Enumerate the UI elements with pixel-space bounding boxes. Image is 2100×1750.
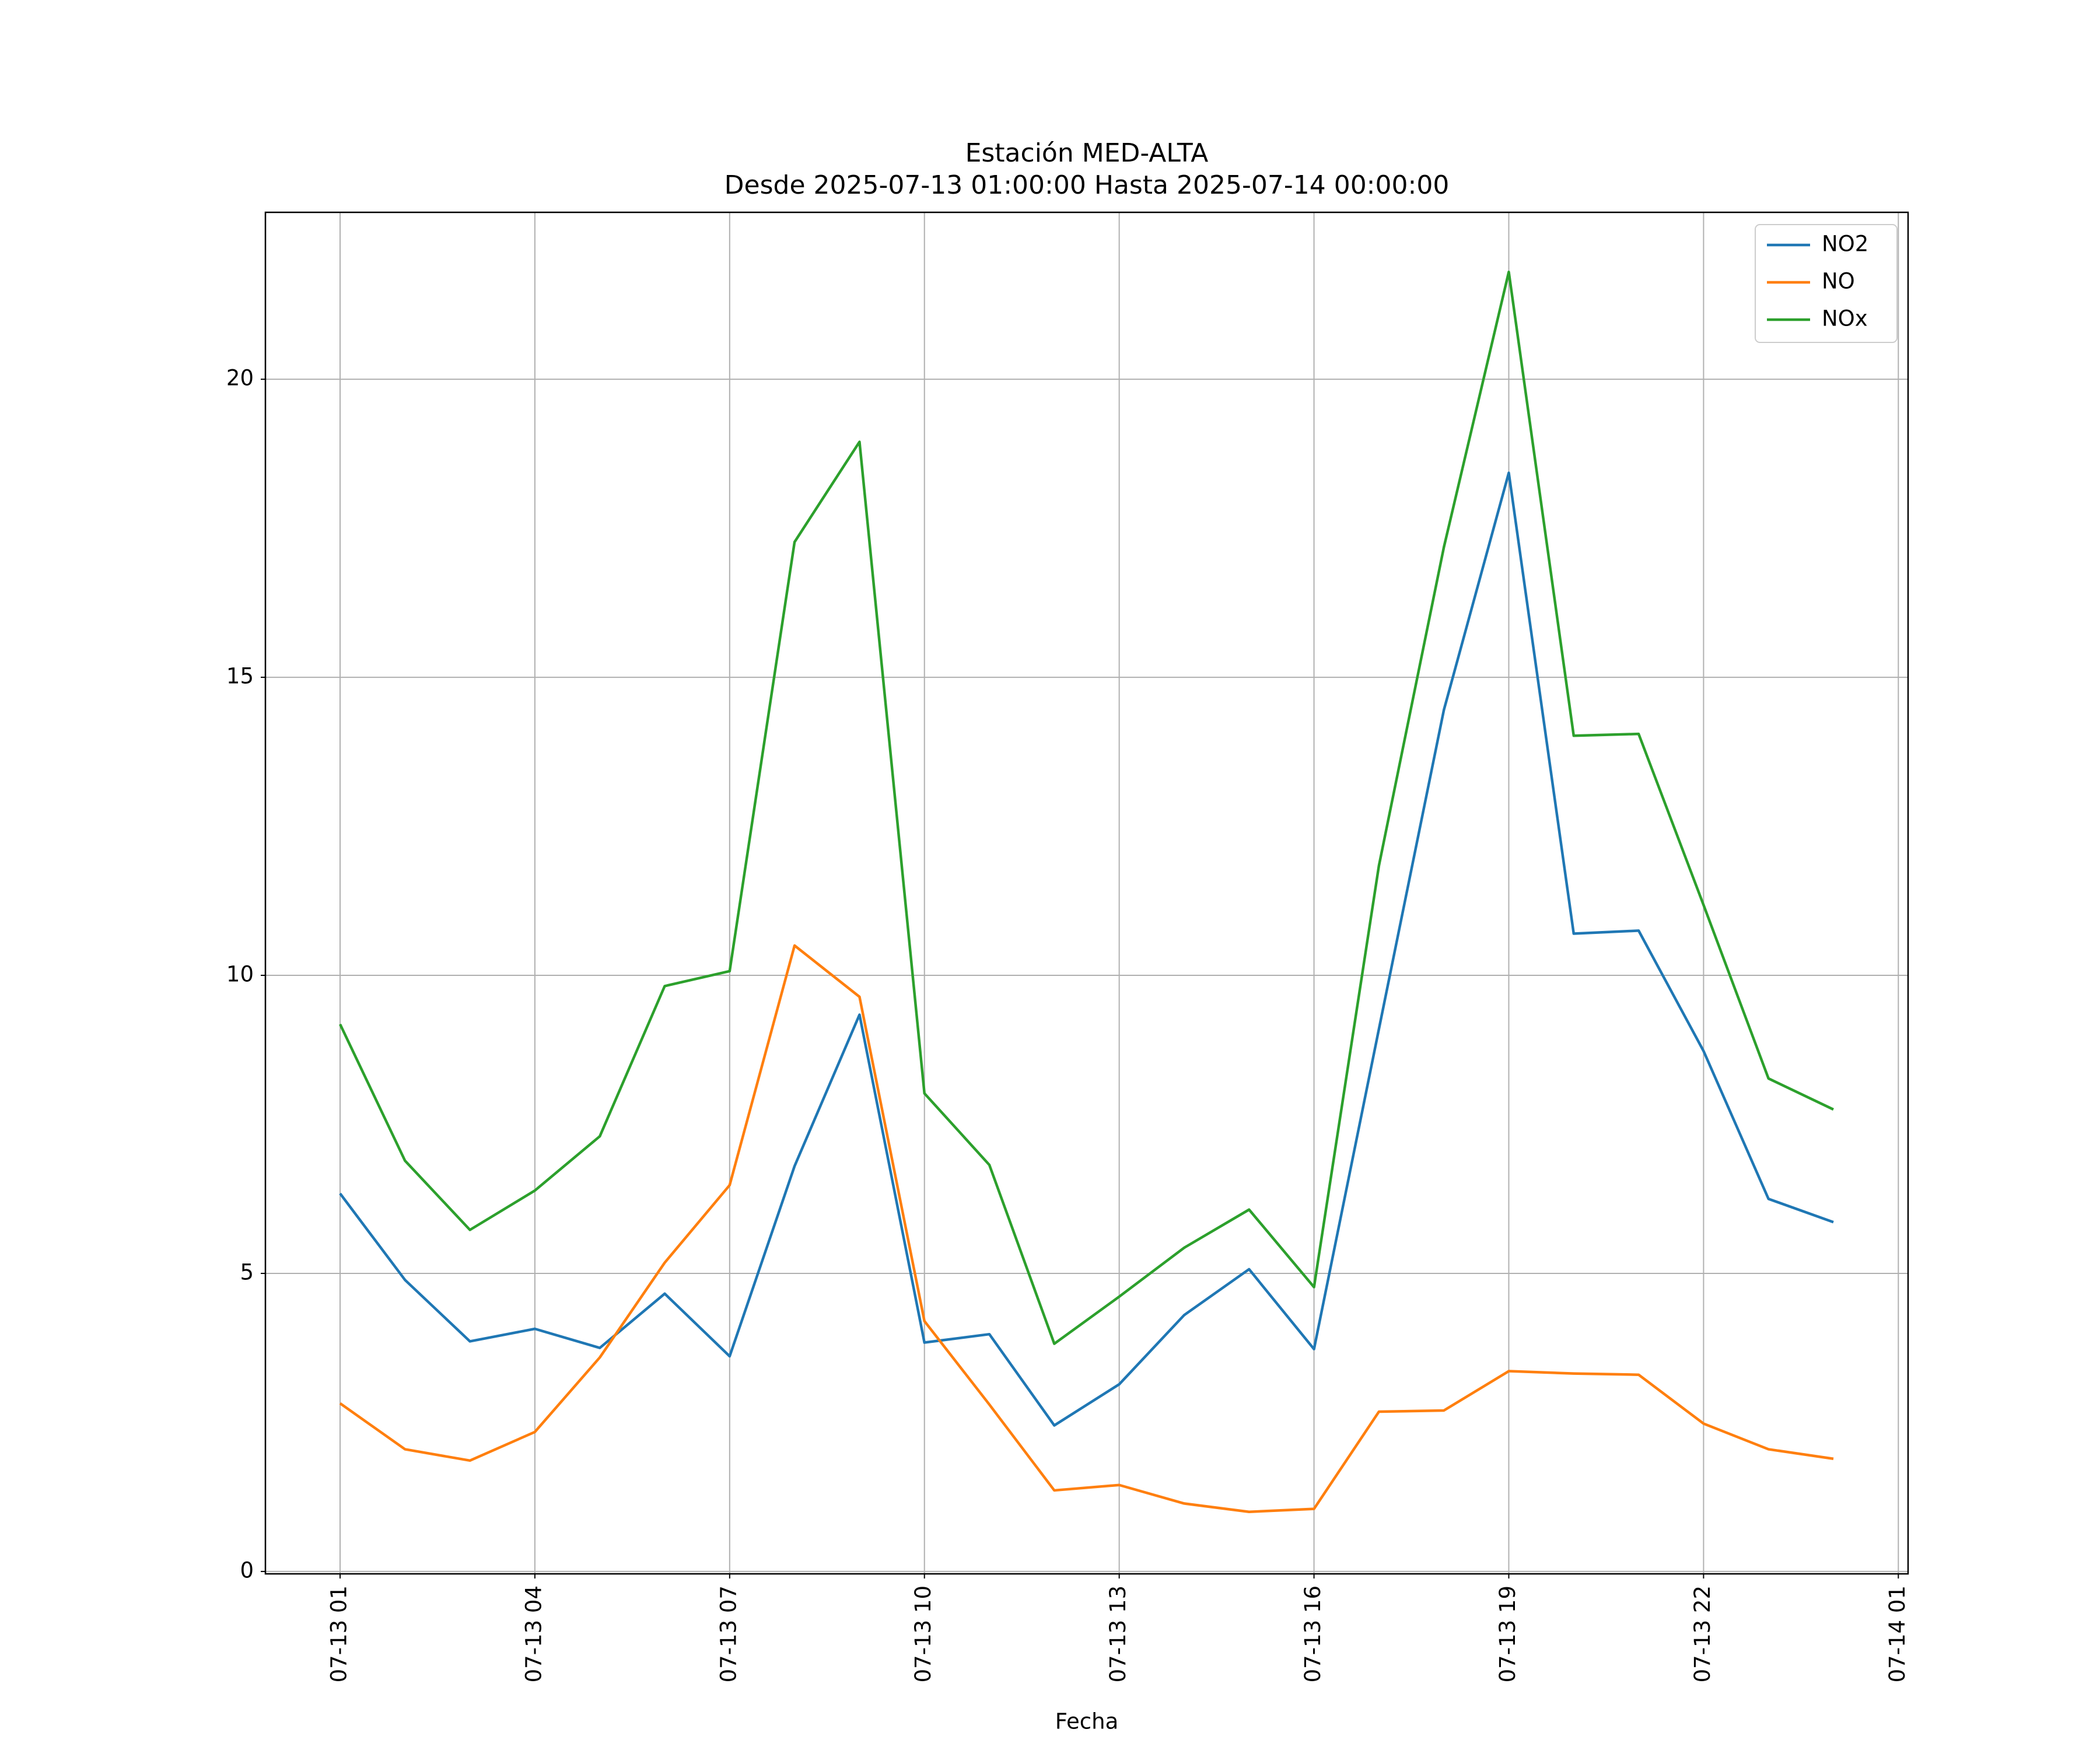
x-tick-label: 07-13 16 bbox=[1300, 1586, 1325, 1682]
y-tick-label: 10 bbox=[226, 962, 254, 987]
x-tick-label: 07-14 01 bbox=[1885, 1586, 1910, 1682]
legend-label: NO2 bbox=[1822, 232, 1868, 257]
line-series bbox=[338, 270, 1834, 1345]
legend-box bbox=[1755, 224, 1898, 343]
x-tick-label: 07-13 22 bbox=[1690, 1586, 1715, 1682]
x-axis-label: Fecha bbox=[1055, 1709, 1119, 1734]
x-tick-label: 07-13 01 bbox=[327, 1586, 352, 1682]
chart-subtitle: Desde 2025-07-13 01:00:00 Hasta 2025-07-… bbox=[724, 170, 1450, 200]
x-tick-label: 07-13 10 bbox=[911, 1586, 936, 1682]
x-tick-label: 07-13 04 bbox=[521, 1586, 546, 1682]
chart-title: Estación MED-ALTA bbox=[965, 138, 1209, 168]
legend-label: NO bbox=[1822, 269, 1855, 294]
legend: NO2 NO NOx bbox=[1755, 224, 1898, 343]
line-series bbox=[339, 944, 1834, 1513]
legend-label: NOx bbox=[1822, 306, 1868, 331]
line-series bbox=[339, 471, 1834, 1427]
y-tick-label: 20 bbox=[226, 366, 254, 391]
x-tick-label: 07-13 19 bbox=[1495, 1586, 1520, 1682]
plot-frame bbox=[264, 211, 1909, 1575]
x-tick-label: 07-13 13 bbox=[1105, 1586, 1130, 1682]
y-tick-label: 15 bbox=[226, 664, 254, 689]
y-tick-label: 5 bbox=[240, 1259, 254, 1284]
y-tick-label: 0 bbox=[240, 1558, 254, 1583]
x-tick-label: 07-13 07 bbox=[716, 1586, 741, 1682]
